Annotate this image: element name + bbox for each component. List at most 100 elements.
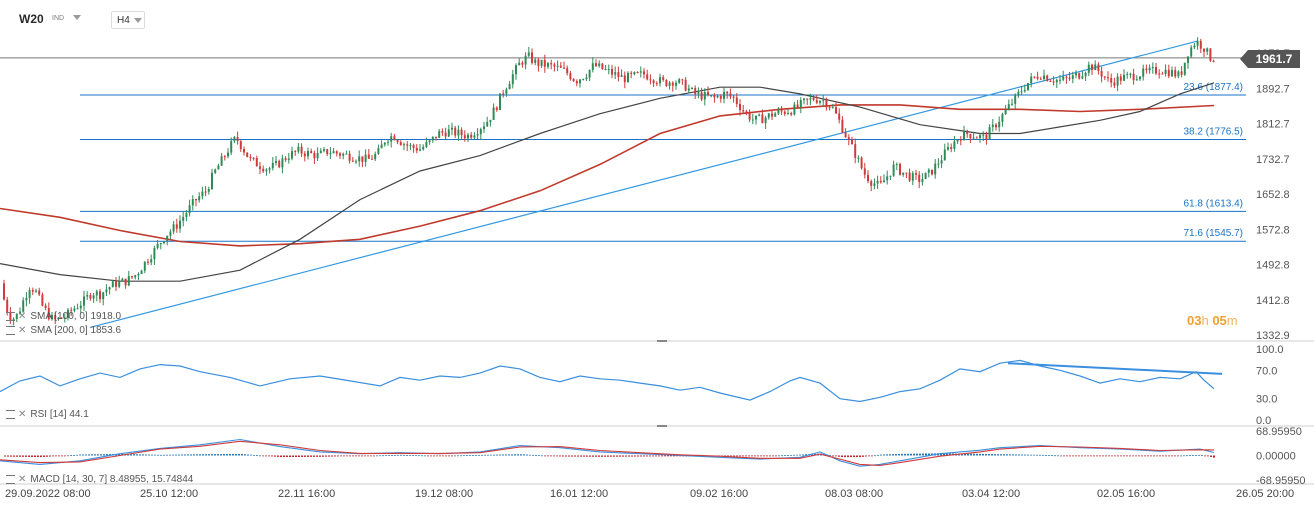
candle-body [153, 247, 156, 260]
macd-histogram-bar [925, 453, 927, 456]
candle-body [723, 91, 725, 99]
candle-body [649, 79, 652, 81]
candle-body [601, 63, 604, 70]
macd-histogram-bar [322, 455, 324, 457]
macd-histogram-bar [67, 455, 69, 457]
close-icon[interactable]: ✕ [18, 311, 27, 322]
macd-histogram-bar [196, 454, 198, 456]
candle-body [1094, 64, 1097, 71]
candle-body [684, 79, 687, 91]
sma200-legend[interactable]: ✕ SMA [200, 0] 1853.6 [6, 325, 121, 336]
macd-histogram-bar [226, 454, 228, 456]
macd-histogram-bar [574, 455, 576, 457]
symbol-label[interactable]: W20 [19, 12, 44, 26]
candle-body [60, 317, 63, 319]
symbol-dropdown-icon[interactable] [73, 15, 81, 20]
macd-histogram-bar [481, 454, 483, 456]
candle-body [511, 74, 514, 85]
macd-histogram-bar [352, 455, 354, 457]
settings-icon[interactable] [6, 474, 15, 484]
macd-histogram-bar [778, 455, 780, 457]
close-icon[interactable]: ✕ [18, 474, 27, 485]
macd-histogram-bar [382, 455, 384, 457]
timeframe-selector[interactable]: H4 [111, 11, 145, 29]
macd-histogram-bar [28, 455, 30, 457]
macd-histogram-bar [496, 454, 498, 456]
candle-body [339, 153, 341, 156]
candle-body [479, 129, 482, 135]
settings-icon[interactable] [6, 311, 15, 321]
candle-body [822, 100, 825, 102]
candle-body [207, 189, 210, 192]
rsi-tick-label: 0.0 [1256, 415, 1271, 427]
macd-histogram-bar [268, 455, 270, 457]
macd-histogram-bar [1111, 455, 1113, 457]
y-tick-label: 1492.8 [1256, 260, 1290, 272]
candle-body [326, 149, 329, 154]
macd-histogram-bar [769, 455, 771, 457]
candle-body [329, 153, 332, 155]
candle-body [275, 160, 277, 163]
candle-body [259, 166, 261, 169]
macd-histogram-bar [1042, 454, 1044, 456]
candle-body [1155, 66, 1157, 74]
candle-body [876, 180, 879, 184]
macd-histogram-bar [184, 454, 186, 456]
sma100-legend[interactable]: ✕ SMA [100, 0] 1918.0 [6, 311, 121, 322]
macd-histogram-bar [781, 455, 783, 457]
macd-histogram-bar [1060, 455, 1062, 457]
macd-histogram-bar [178, 454, 180, 456]
candle-body [527, 52, 530, 56]
macd-histogram-bar [586, 455, 588, 457]
candle-body [1119, 76, 1122, 81]
macd-histogram-bar [1012, 454, 1014, 456]
macd-histogram-bar [736, 455, 738, 457]
candle-body [831, 107, 834, 109]
candle-body [847, 137, 850, 140]
macd-histogram-bar [787, 455, 789, 456]
candle-body [611, 68, 613, 75]
macd-histogram-bar [10, 455, 12, 457]
candle-body [534, 59, 537, 63]
settings-icon[interactable] [6, 409, 15, 419]
candle-body [99, 291, 101, 300]
rsi-legend[interactable]: ✕ RSI [14] 44.1 [6, 409, 89, 420]
candle-body [255, 158, 258, 167]
candle-body [166, 235, 169, 242]
x-tick-label: 09.02 16:00 [690, 488, 748, 500]
macd-histogram-bar [970, 453, 972, 456]
candle-body [719, 96, 722, 99]
close-icon[interactable]: ✕ [18, 409, 27, 420]
macd-histogram-bar [403, 454, 405, 456]
candle-body [739, 103, 741, 111]
macd-legend[interactable]: ✕ MACD [14, 30, 7] 8.48955, 15.74844 [6, 474, 193, 485]
macd-histogram-bar [883, 454, 885, 456]
candle-body [767, 113, 770, 118]
candle-body [163, 241, 165, 244]
candle-body [403, 144, 405, 146]
macd-histogram-bar [1036, 454, 1038, 456]
candle-body [585, 77, 588, 80]
candle-body [278, 160, 281, 168]
candle-body [505, 89, 508, 94]
settings-icon[interactable] [6, 325, 15, 335]
macd-histogram-bar [1057, 455, 1059, 457]
candle-body [867, 174, 869, 182]
candle-body [124, 278, 127, 286]
macd-histogram-bar [262, 455, 264, 457]
candle-body [319, 150, 322, 154]
candle-body [41, 294, 44, 306]
candle-body [771, 113, 773, 117]
candle-body [367, 154, 370, 159]
candle-body [179, 220, 181, 229]
close-icon[interactable]: ✕ [18, 325, 27, 336]
candle-body [1078, 73, 1081, 79]
candle-body [435, 136, 437, 138]
macd-histogram-bar [169, 454, 171, 456]
macd-histogram-bar [388, 455, 390, 456]
macd-histogram-bar [853, 455, 855, 458]
candle-body [1151, 66, 1154, 68]
candle-body [1030, 76, 1033, 84]
macd-histogram-bar [772, 455, 774, 457]
